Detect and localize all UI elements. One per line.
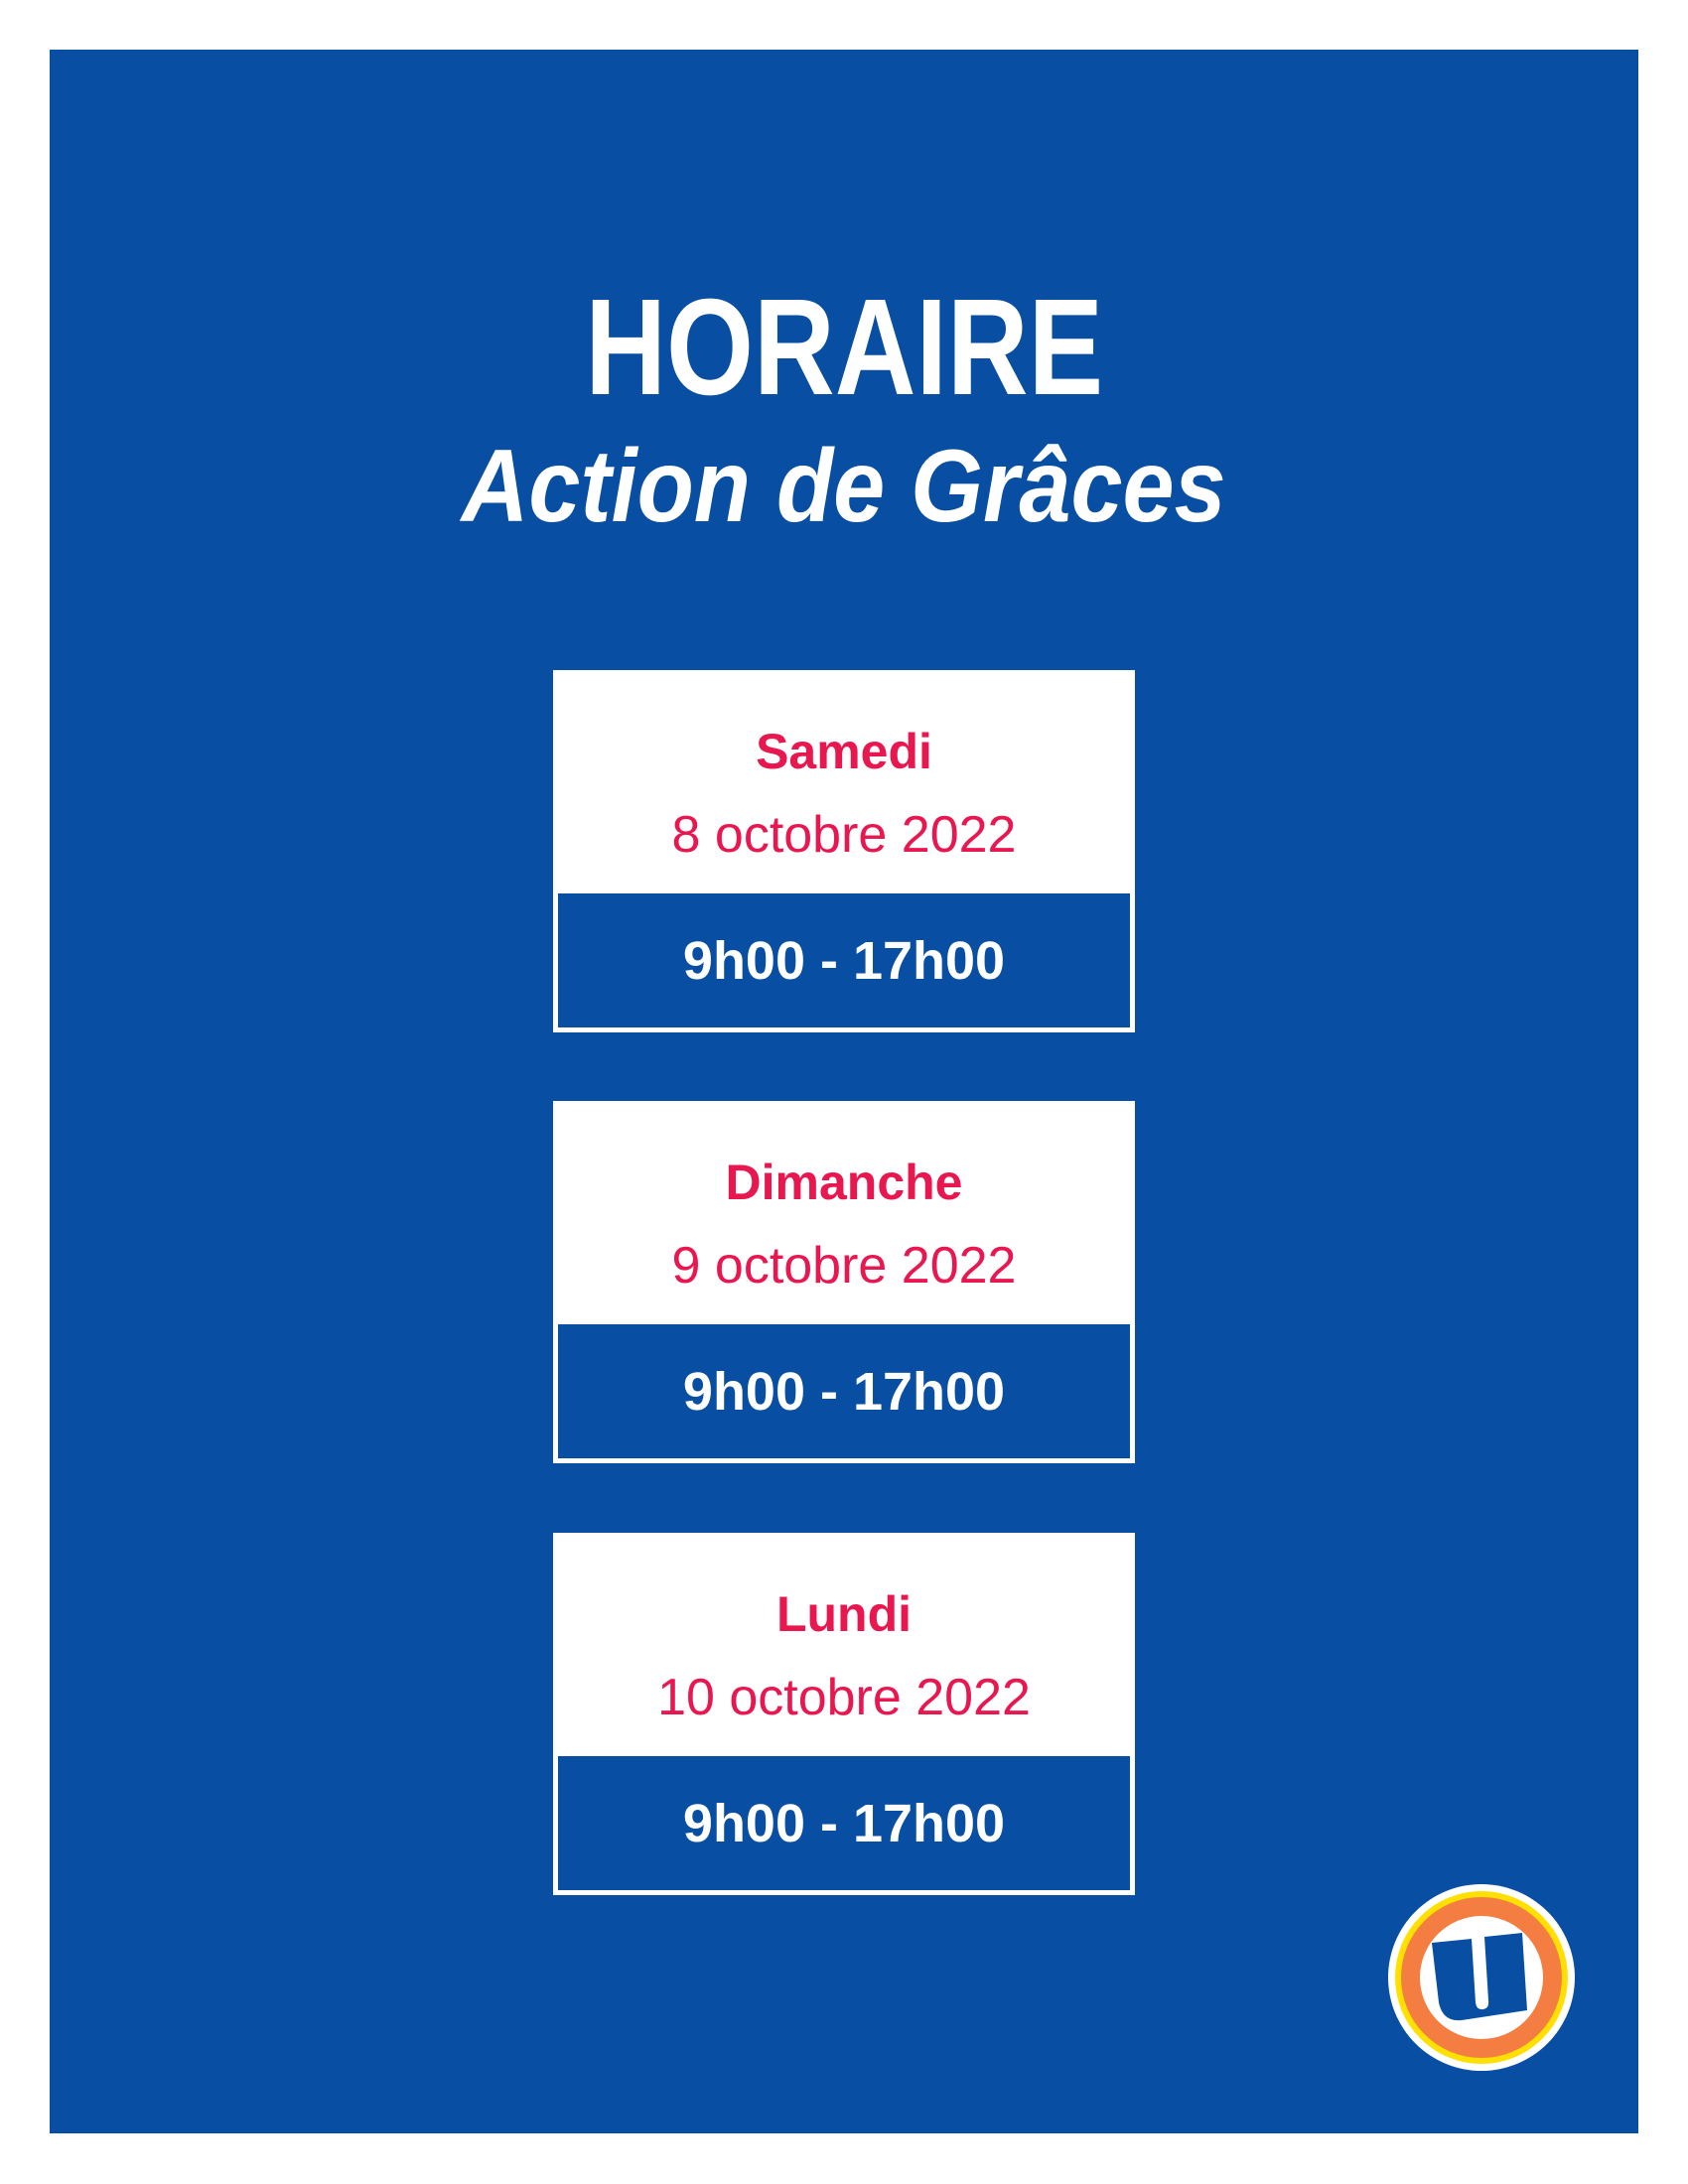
day-name: Lundi	[775, 1586, 913, 1642]
day-date: 9 octobre 2022	[671, 1237, 1017, 1295]
opening-hours: 9h00 - 17h00	[558, 1756, 1130, 1890]
page-subtitle: Action de Grâces	[462, 429, 1226, 544]
opening-hours: 9h00 - 17h00	[558, 1324, 1130, 1458]
schedule-card-monday: Lundi 10 octobre 2022 9h00 - 17h00	[553, 1533, 1135, 1895]
day-name: Samedi	[756, 724, 932, 779]
page-title: HORAIRE	[585, 271, 1103, 424]
schedule-card-saturday: Samedi 8 octobre 2022 9h00 - 17h00	[553, 670, 1135, 1032]
opening-hours: 9h00 - 17h00	[558, 893, 1130, 1027]
day-date: 10 octobre 2022	[657, 1669, 1031, 1726]
u-brand-logo-icon	[1388, 1884, 1575, 2071]
schedule-card-sunday: Dimanche 9 octobre 2022 9h00 - 17h00	[553, 1101, 1135, 1463]
day-date: 8 octobre 2022	[671, 806, 1017, 864]
day-name: Dimanche	[725, 1155, 963, 1210]
